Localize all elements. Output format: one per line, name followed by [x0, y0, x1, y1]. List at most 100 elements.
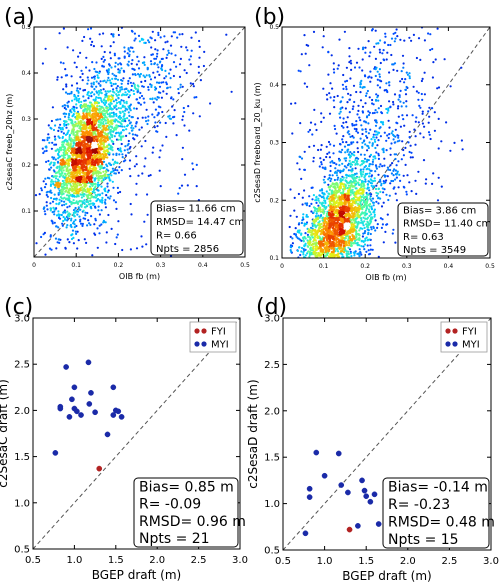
density-point [76, 114, 79, 117]
density-point [195, 163, 198, 166]
density-point [98, 71, 101, 75]
density-point [408, 150, 411, 154]
density-point [325, 214, 328, 218]
density-point [96, 227, 99, 230]
density-point [116, 186, 119, 189]
density-point [84, 180, 87, 183]
density-point [355, 238, 358, 241]
density-point [129, 103, 132, 106]
density-point [159, 149, 162, 152]
density-point [202, 64, 205, 68]
density-point [55, 171, 58, 174]
density-point [140, 126, 143, 129]
density-point [358, 178, 362, 181]
density-point [317, 148, 320, 152]
density-point [154, 39, 157, 42]
density-point [60, 188, 63, 191]
density-point [70, 137, 73, 140]
density-point [98, 105, 101, 108]
density-point [388, 84, 391, 87]
density-point [374, 157, 377, 160]
density-point [403, 124, 406, 127]
density-point [50, 180, 53, 183]
density-point [133, 83, 136, 86]
density-point [340, 170, 343, 173]
density-point [375, 136, 378, 139]
density-point [386, 51, 389, 54]
density-point [89, 126, 92, 129]
density-point [136, 134, 139, 137]
density-point [51, 141, 54, 144]
density-point [166, 53, 169, 57]
density-point [110, 111, 113, 115]
density-point [74, 95, 77, 98]
density-point [103, 136, 106, 139]
density-point [79, 162, 82, 165]
density-point [134, 87, 138, 90]
density-point [107, 121, 110, 125]
density-point [308, 64, 311, 67]
density-point [107, 126, 111, 129]
density-point [45, 193, 48, 197]
density-point [368, 210, 371, 213]
density-point [112, 41, 115, 44]
density-point [98, 135, 101, 138]
density-point [111, 146, 114, 149]
density-point [354, 167, 357, 170]
density-point [94, 206, 97, 209]
density-point [423, 39, 426, 42]
density-point [89, 197, 92, 200]
density-point [373, 211, 376, 214]
density-point [154, 88, 157, 91]
density-point [90, 180, 94, 183]
density-point [55, 202, 58, 205]
density-point [378, 165, 381, 168]
density-point [110, 227, 113, 230]
density-point [52, 175, 55, 178]
density-point [82, 144, 85, 148]
density-point [369, 232, 372, 236]
density-point [88, 188, 91, 192]
density-point [96, 128, 99, 131]
density-point [436, 87, 439, 90]
density-point [189, 82, 192, 85]
density-point [389, 43, 392, 47]
density-point [84, 166, 87, 169]
density-point [110, 66, 113, 69]
density-point [78, 183, 81, 186]
density-point [95, 150, 98, 153]
density-point [314, 245, 317, 248]
density-point [115, 101, 119, 105]
density-point [56, 178, 60, 181]
density-point [345, 254, 348, 257]
density-point [424, 182, 427, 185]
density-point [106, 124, 109, 128]
density-point [100, 158, 103, 161]
density-point [381, 187, 384, 190]
density-point [108, 152, 111, 155]
density-point [127, 64, 130, 67]
density-point [86, 76, 89, 79]
density-point [387, 43, 390, 47]
density-point [62, 141, 65, 144]
density-point [394, 192, 397, 195]
density-point [97, 93, 100, 96]
density-point [354, 199, 357, 202]
density-point [66, 92, 69, 95]
density-point [89, 153, 92, 156]
density-point [359, 168, 362, 171]
density-point [89, 37, 92, 40]
density-point [95, 167, 98, 170]
density-point [51, 106, 55, 109]
density-point [49, 202, 52, 205]
density-point [158, 85, 162, 88]
density-point [109, 115, 112, 118]
density-point [91, 107, 94, 110]
density-point [344, 179, 347, 182]
density-point [126, 124, 129, 128]
density-point [115, 75, 118, 78]
density-point [98, 96, 101, 99]
density-point [345, 121, 348, 124]
density-point [106, 191, 109, 194]
density-point [114, 77, 118, 80]
